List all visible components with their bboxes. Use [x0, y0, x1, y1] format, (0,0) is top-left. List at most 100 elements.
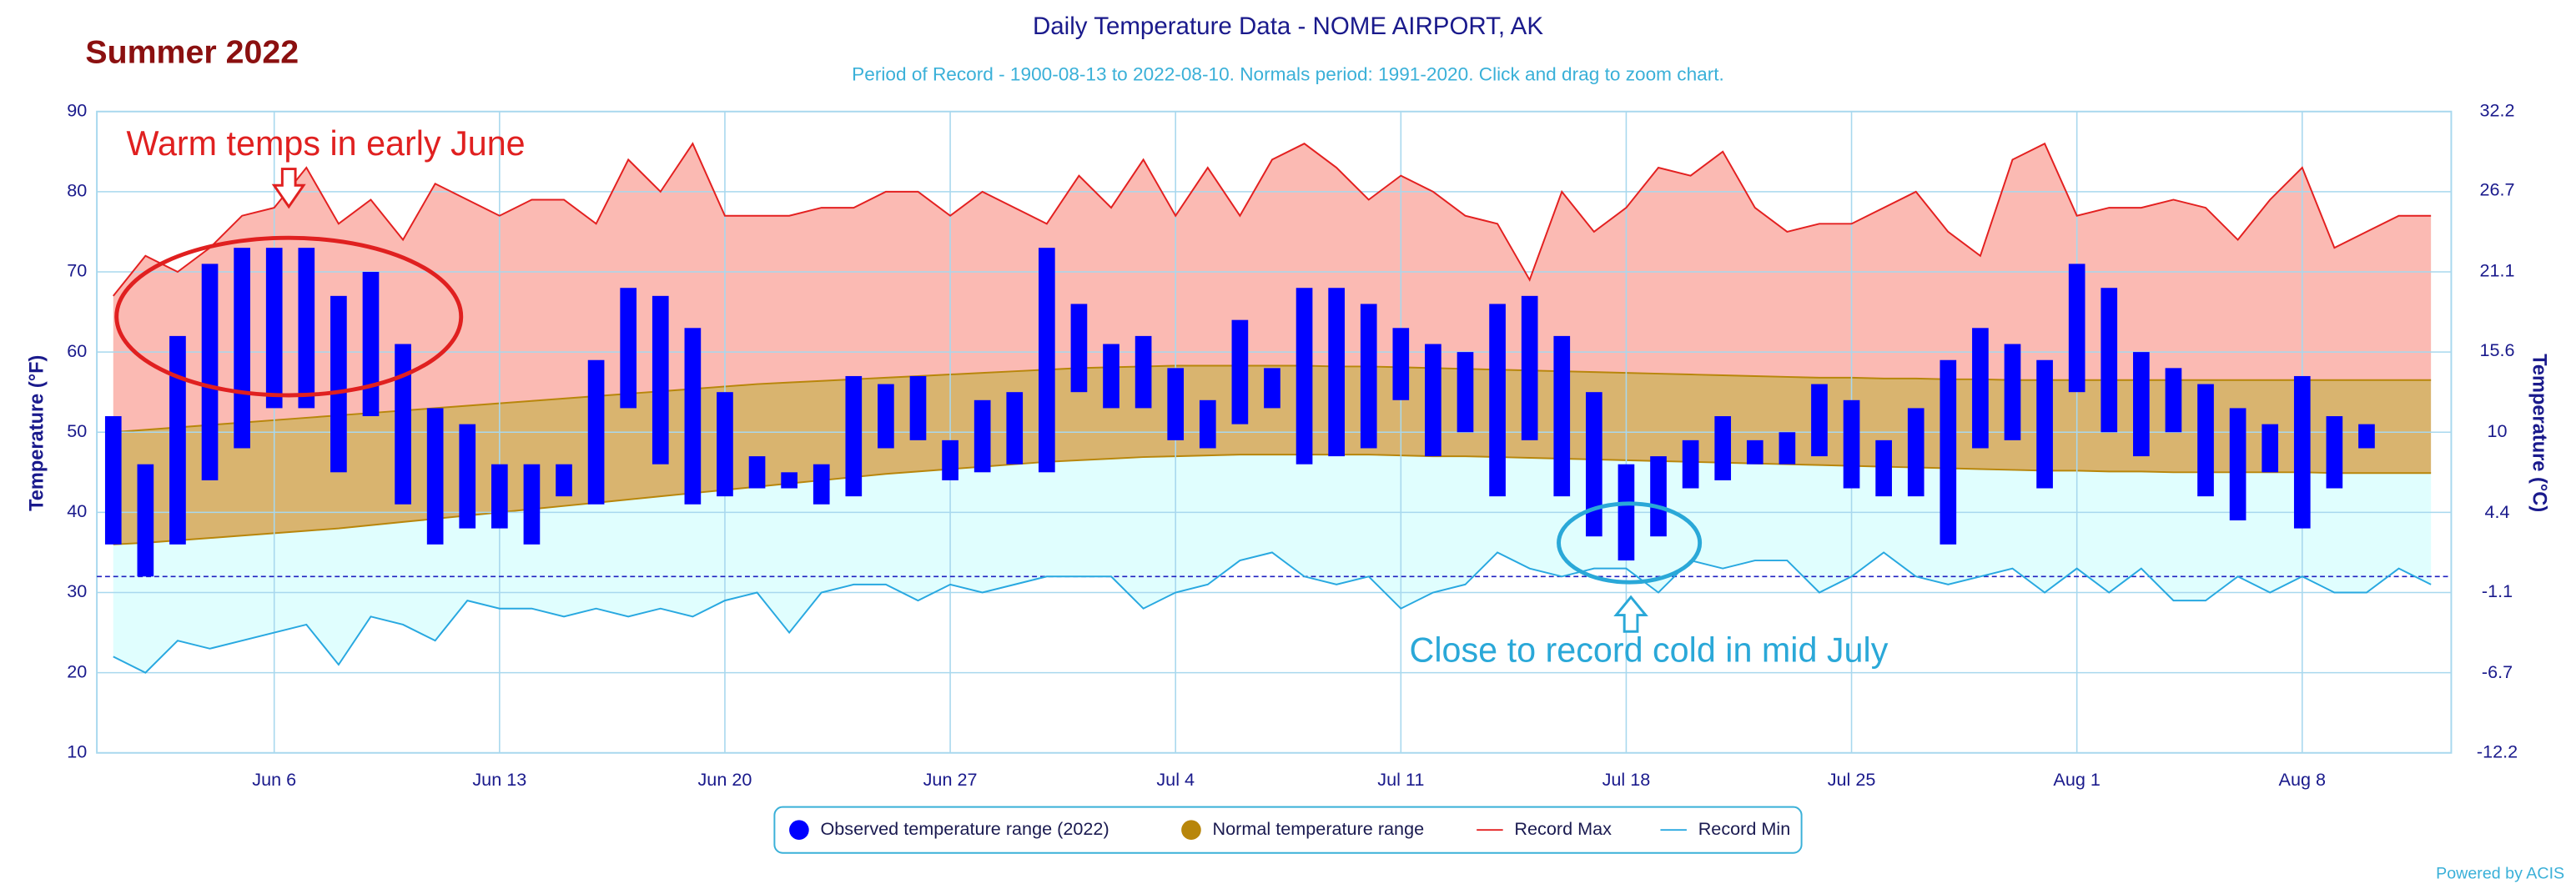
chart-subtitle: Period of Record - 1900-08-13 to 2022-08…	[852, 63, 1724, 84]
plot-area: 10 20 30 40 50 60 70 80 90 -12.2 -6.7 -1.1 4.4 10 15.6…	[67, 99, 2518, 789]
legend-label: Observed temperature range (2022)	[820, 818, 1109, 839]
x-tick-label: Jul 18	[1602, 769, 1651, 790]
observed-bar	[587, 359, 605, 505]
observed-bar	[652, 295, 669, 465]
legend-item[interactable]: Record Max	[1477, 818, 1612, 839]
observed-bar	[1199, 399, 1216, 449]
observed-bar	[298, 248, 315, 409]
observed-bar	[1135, 335, 1152, 409]
annotation-cold: Close to record cold in mid July	[1410, 501, 1889, 670]
observed-bar	[1907, 408, 1924, 497]
observed-bar	[2358, 424, 2375, 449]
observed-bar	[1425, 344, 1441, 457]
x-tick-label: Aug 1	[2053, 769, 2101, 790]
y-tick-label: 90	[67, 99, 87, 120]
y-tick-label: 80	[67, 180, 87, 201]
y2-tick-label: -6.7	[2482, 661, 2513, 682]
observed-bar	[2036, 359, 2053, 489]
observed-bar	[1682, 439, 1699, 489]
y-axis-label: Temperature (°F)	[27, 355, 48, 511]
observed-bar	[1039, 248, 1055, 473]
x-tick-label: Jun 6	[252, 769, 296, 790]
legend-swatch	[789, 820, 809, 840]
observed-bar	[1231, 319, 1249, 424]
observed-bar	[2165, 368, 2182, 433]
observed-bar	[909, 375, 927, 440]
x-tick-label: Jul 4	[1156, 769, 1195, 790]
observed-bar	[169, 335, 186, 545]
annotation-ellipse	[114, 235, 464, 398]
observed-bar	[2101, 288, 2118, 433]
observed-bar	[942, 439, 958, 480]
x-tick-label: Jun 27	[923, 769, 978, 790]
legend-box	[773, 806, 1803, 854]
observed-bar	[556, 464, 572, 497]
observed-bar	[459, 424, 476, 529]
observed-bar	[2326, 416, 2343, 489]
observed-bar	[2293, 375, 2311, 529]
observed-bar	[1811, 384, 1828, 457]
chart-title: Daily Temperature Data - NOME AIRPORT, A…	[1033, 13, 1543, 40]
observed-bar	[1006, 392, 1024, 465]
y2-tick-label: 4.4	[2484, 501, 2509, 522]
legend-label: Record Min	[1698, 818, 1791, 839]
observed-bar	[2197, 384, 2214, 497]
observed-bar	[2133, 352, 2150, 457]
y-tick-label: 60	[67, 340, 87, 361]
y2-tick-label: 26.7	[2479, 179, 2514, 200]
y2-tick-label: 21.1	[2479, 260, 2514, 281]
observed-bar	[1650, 456, 1667, 537]
observed-bar	[1264, 368, 1280, 409]
annotation-text: Warm temps in early June	[127, 124, 526, 163]
legend-label: Normal temperature range	[1213, 818, 1425, 839]
observed-bar	[684, 328, 702, 505]
y2-tick-label: -12.2	[2477, 741, 2518, 761]
observed-bar	[426, 408, 444, 545]
observed-bar	[1553, 335, 1571, 497]
observed-bar	[1940, 359, 1957, 545]
observed-bar	[523, 464, 541, 545]
observed-bar	[1972, 328, 1989, 449]
annotation-warm: Warm temps in early June	[114, 124, 526, 398]
observed-bar	[265, 248, 283, 409]
y2-tick-label: 15.6	[2479, 339, 2514, 360]
y-tick-label: 10	[67, 741, 87, 761]
x-tick-label: Jun 13	[472, 769, 526, 790]
x-tick-label: Jun 20	[697, 769, 752, 790]
observed-bar	[748, 456, 766, 489]
credit: Powered by ACIS	[2436, 864, 2564, 882]
observed-bar	[491, 464, 508, 529]
legend-item[interactable]: Record Min	[1660, 818, 1790, 839]
observed-bar	[2262, 424, 2279, 473]
observed-bar	[234, 248, 250, 449]
y2-tick-label: 10	[2487, 420, 2507, 441]
legend-item[interactable]: Normal temperature range	[1181, 818, 1424, 840]
y2-tick-label: 32.2	[2479, 99, 2514, 120]
y-tick-label: 50	[67, 420, 87, 441]
legend: Observed temperature range (2022) Normal …	[789, 818, 1790, 840]
observed-bar	[1103, 344, 1119, 409]
observed-bar	[1328, 288, 1345, 457]
observed-bar	[878, 384, 894, 449]
y-tick-label: 20	[67, 660, 87, 681]
observed-bar	[1392, 328, 1410, 400]
observed-bar	[1779, 432, 1796, 465]
observed-bar	[717, 392, 733, 497]
plot-border	[96, 110, 2453, 754]
annotation-text: Close to record cold in mid July	[1410, 631, 1889, 670]
observed-bar	[104, 416, 122, 545]
observed-bar	[1618, 464, 1635, 561]
observed-bar	[813, 464, 830, 505]
legend-swatch	[1181, 820, 1201, 840]
observed-bar	[1360, 304, 1377, 449]
observed-bar	[1489, 304, 1506, 497]
x-tick-label: Jul 11	[1377, 769, 1424, 790]
observed-bar	[1070, 304, 1088, 393]
y-tick-label: 70	[67, 260, 87, 281]
observed-bar	[1457, 352, 1474, 433]
observed-bar	[1521, 295, 1538, 440]
legend-item[interactable]: Observed temperature range (2022)	[789, 818, 1109, 840]
observed-bar	[1875, 439, 1892, 497]
